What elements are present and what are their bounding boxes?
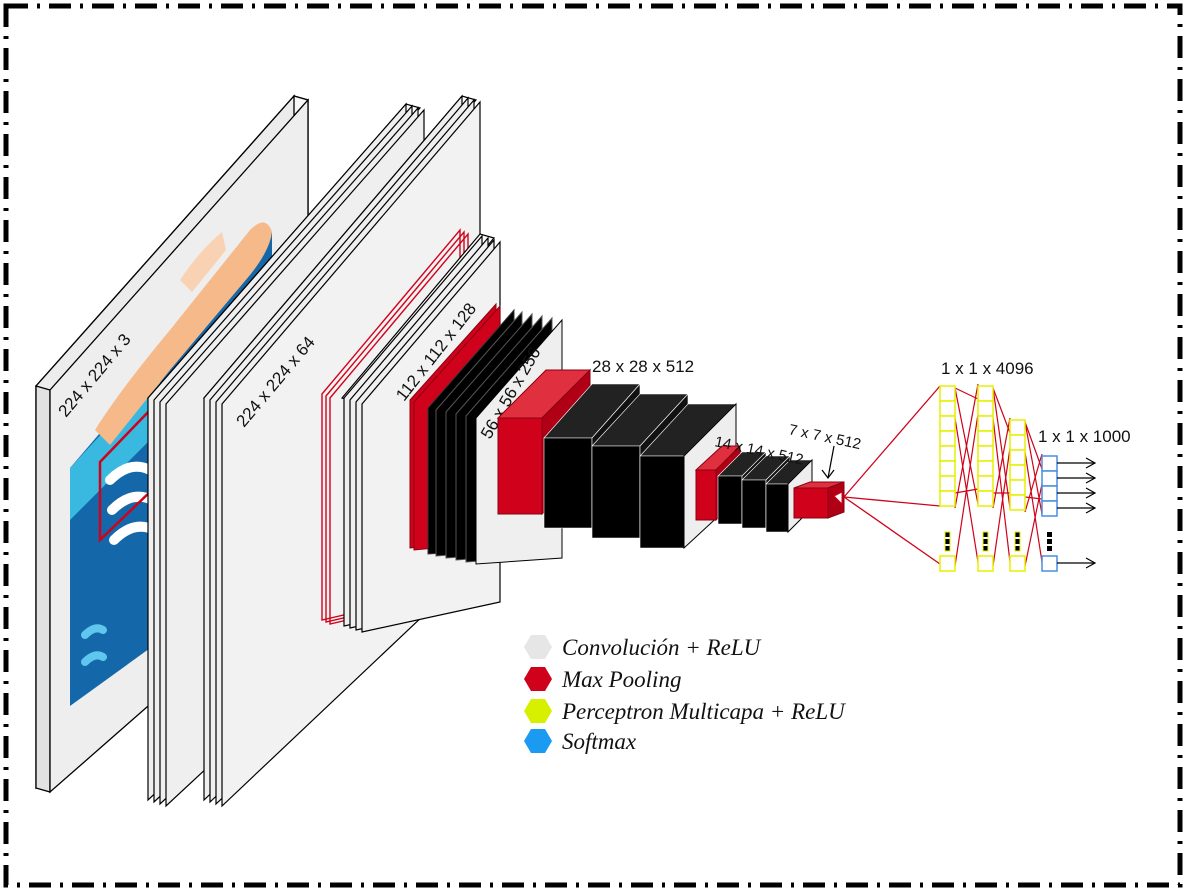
output-arrow-head [1085, 472, 1097, 484]
fc-connection-line [843, 385, 941, 498]
conv1-layer: 224 x 224 x 64 [146, 94, 481, 808]
fc3-neuron [1009, 479, 1026, 496]
legend-item-perceptron: Perceptron Multicapa + ReLU [524, 699, 846, 724]
fc1-neuron [939, 415, 956, 432]
fc3-neuron [1009, 449, 1026, 466]
fc1-neuron [939, 430, 956, 447]
fc-connection-line [992, 417, 1011, 563]
fc3-last-neuron [1009, 555, 1026, 572]
fc3-ellipsis-dot [1015, 546, 1020, 551]
softmax-ellipsis-dot [1047, 546, 1052, 551]
softmax-neuron [1041, 470, 1058, 487]
output-arrow-head [1085, 487, 1097, 499]
legend-item-maxpooling: Max Pooling [524, 667, 681, 692]
softmax-last-neuron [1041, 555, 1058, 572]
output-dim-label: 1 x 1 x 1000 [1038, 427, 1131, 446]
output-arrow-head [1085, 457, 1097, 469]
fc-connection-line [1024, 483, 1043, 567]
fc1-ellipsis-dot [945, 532, 950, 537]
fc3-neuron [1009, 419, 1026, 436]
fc1-ellipsis-dot [945, 546, 950, 551]
fc3-neuron [1009, 434, 1026, 451]
fc1-neuron [939, 490, 956, 507]
fc3-ellipsis-frame [1014, 531, 1021, 552]
legend-item-convolution: Convolución + ReLU [524, 635, 762, 660]
fc2-ellipsis-dot [983, 539, 988, 544]
legend-label-softmax: Softmax [562, 729, 637, 754]
fc2-neuron [977, 430, 994, 447]
fc-connection-line [992, 447, 1011, 567]
fc2-neuron [977, 445, 994, 462]
fc-network [843, 383, 1097, 572]
legend-label-convolution: Convolución + ReLU [562, 635, 762, 660]
fc3-neuron [1009, 494, 1026, 511]
fc2-ellipsis-dot [983, 532, 988, 537]
legend-hex-maxpooling [524, 667, 552, 691]
fc1-ellipsis-frame [944, 531, 951, 552]
fc1-neuron [939, 385, 956, 402]
legend-hex-softmax [524, 729, 552, 753]
softmax-ellipsis-dot [1047, 539, 1052, 544]
pool5-dim-label: 7 x 7 x 512 [787, 421, 862, 453]
legend-label-maxpooling: Max Pooling [561, 667, 681, 692]
fc-connection-line [992, 387, 1011, 434]
softmax-neuron [1041, 485, 1058, 502]
fully-connected-layers: 1 x 1 x 4096 1 x 1 x 1000 [843, 359, 1131, 572]
fc2-neuron [977, 490, 994, 507]
legend: Convolución + ReLU Max Pooling Perceptro… [524, 635, 846, 754]
output-arrow-head [1085, 502, 1097, 514]
softmax-ellipsis-dot [1047, 532, 1052, 537]
fc-connection-line [992, 387, 1011, 509]
fc2-last-neuron [977, 555, 994, 572]
fc1-last-neuron [939, 555, 956, 572]
fc3-ellipsis-dot [1015, 532, 1020, 537]
fc-connection-line [954, 387, 979, 400]
fc1-neuron [939, 445, 956, 462]
softmax-neuron [1041, 500, 1058, 517]
fc-connection-line [1024, 453, 1043, 513]
legend-hex-perceptron [524, 699, 552, 723]
legend-item-softmax: Softmax [524, 729, 637, 754]
legend-hex-convolution [524, 635, 552, 659]
fc-connection-line [1024, 451, 1043, 563]
fc2-ellipsis-dot [983, 546, 988, 551]
fc2-neuron [977, 415, 994, 432]
fc1-neuron [939, 475, 956, 492]
fc-connection-line [1024, 421, 1043, 470]
fc1-neuron [939, 460, 956, 477]
fc2-neuron [977, 475, 994, 492]
legend-label-perceptron: Perceptron Multicapa + ReLU [561, 699, 846, 724]
conv4-dim-label: 28 x 28 x 512 [592, 357, 694, 376]
fc1-ellipsis-dot [945, 539, 950, 544]
output-arrow-head [1085, 557, 1097, 569]
fc-dim-label: 1 x 1 x 4096 [941, 359, 1034, 378]
fc3-neuron [1009, 464, 1026, 481]
fc2-ellipsis-frame [982, 531, 989, 552]
fc-connection-line [843, 496, 941, 565]
fc-connection-line [843, 496, 941, 507]
fc2-neuron [977, 400, 994, 417]
fc1-neuron [939, 400, 956, 417]
fc2-neuron [977, 385, 994, 402]
fc-connection-line [954, 417, 979, 563]
softmax-neuron [1041, 455, 1058, 472]
fc-connection-line [954, 383, 979, 509]
frame-border [3, 3, 1183, 888]
conv4-layer: 28 x 28 x 512 [496, 357, 737, 550]
fc3-ellipsis-dot [1015, 539, 1020, 544]
pool5-pointer-arrow [827, 445, 835, 479]
fc2-neuron [977, 460, 994, 477]
